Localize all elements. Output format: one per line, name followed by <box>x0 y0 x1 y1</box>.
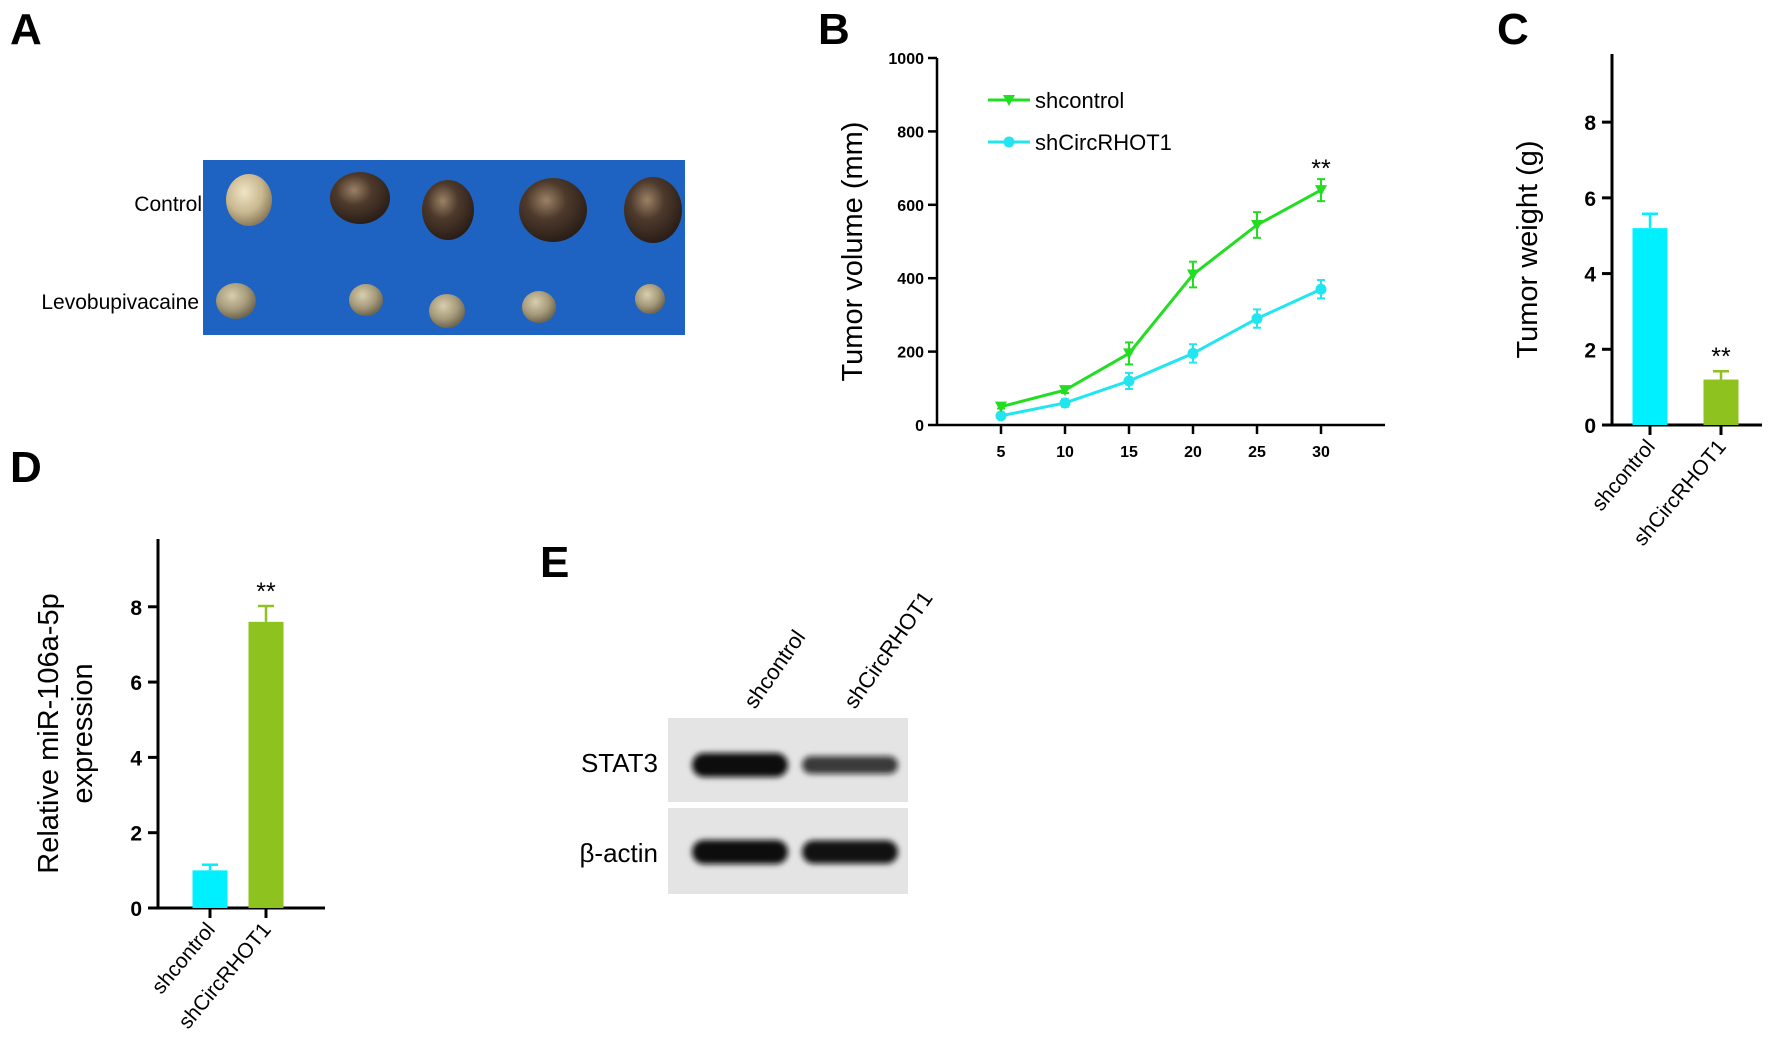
blot-column-shcontrol: shcontrol <box>739 625 811 712</box>
data-point <box>1059 385 1071 397</box>
y-tick-label: 400 <box>897 271 924 288</box>
y-axis-title: Relative miR-106a-5p <box>33 593 65 873</box>
legend-swatch-marker <box>1003 95 1015 106</box>
series-shcontrol <box>995 178 1327 413</box>
y-tick-label: 200 <box>897 345 924 362</box>
tumor-volume-line-chart: 0 200 400 600 800 1000 5 10 15 20 25 30 Tumor volume… <box>837 51 1385 461</box>
data-point <box>1251 219 1263 231</box>
x-tick-label: 20 <box>1184 444 1202 461</box>
bar-shcircrhot1 <box>1703 379 1739 425</box>
tumor-photo <box>216 172 682 328</box>
tumor-treated-1 <box>216 283 256 319</box>
data-point <box>995 401 1007 413</box>
y-tick-label: 0 <box>1584 415 1596 438</box>
panel-letter-b: B <box>818 5 850 54</box>
y-tick-label: 0 <box>915 418 924 435</box>
legend-entry-shcircrhot1: shCircRHOT1 <box>988 130 1172 155</box>
data-point <box>1123 348 1135 360</box>
series-line-shcontrol <box>1000 188 1322 409</box>
legend-label: shcontrol <box>1035 88 1124 113</box>
legend-swatch-marker <box>1003 136 1015 148</box>
y-tick-label: 8 <box>130 597 142 620</box>
legend-label: shCircRHOT1 <box>1035 130 1172 155</box>
panel-a: A Control Levobupivacaine <box>10 5 685 335</box>
bar-shcontrol <box>1632 228 1668 425</box>
x-tick-label: 5 <box>997 444 1006 461</box>
series-line-shcircrhot1 <box>1000 287 1322 418</box>
y-tick-label: 4 <box>1584 264 1596 287</box>
y-tick-label: 800 <box>897 124 924 141</box>
significance-marker: ** <box>1311 155 1331 183</box>
tumor-treated-3 <box>429 294 465 328</box>
blot-column-shcircrhot1: shCircRHOT1 <box>839 586 938 712</box>
y-tick-label: 0 <box>130 898 142 921</box>
panel-letter-d: D <box>10 443 42 492</box>
row-label-control: Control <box>134 193 202 216</box>
data-point <box>995 410 1007 422</box>
y-axis-title: Tumor weight (g) <box>1512 140 1544 358</box>
panel-letter-e: E <box>540 538 569 587</box>
tumor-treated-4 <box>522 291 556 323</box>
y-axis-title: Tumor volume (mm) <box>837 122 869 382</box>
y-tick-label: 6 <box>130 672 142 695</box>
legend-entry-shcontrol: shcontrol <box>988 88 1124 113</box>
y-tick-label: 1000 <box>888 51 924 68</box>
x-tick-label: 25 <box>1248 444 1266 461</box>
band-actin-shcontrol <box>692 840 788 864</box>
tumor-control-1 <box>226 174 272 226</box>
tumor-control-2 <box>330 172 390 224</box>
data-point <box>1123 375 1135 387</box>
y-tick-label: 2 <box>130 823 142 846</box>
x-tick-label: 15 <box>1120 444 1138 461</box>
data-point <box>1251 313 1263 325</box>
data-point <box>1187 269 1199 281</box>
x-tick-label: 30 <box>1312 444 1330 461</box>
tumor-treated-5 <box>635 284 665 314</box>
y-tick-label: 6 <box>1584 188 1596 211</box>
significance-marker: ** <box>1711 343 1731 371</box>
tumor-control-4 <box>519 178 587 242</box>
y-tick-label: 2 <box>1584 339 1596 362</box>
data-point <box>1059 397 1071 409</box>
x-tick-label: 10 <box>1056 444 1074 461</box>
western-blot-bands <box>692 753 898 864</box>
band-stat3-shcontrol <box>692 753 788 777</box>
tumor-control-5 <box>624 177 682 243</box>
row-label-levobupivacaine: Levobupivacaine <box>41 291 199 314</box>
panel-e: E shcontrol shCircRHOT1 STAT3 β-actin <box>540 538 938 894</box>
panel-letter-c: C <box>1497 5 1529 54</box>
blot-row-label-actin: β-actin <box>579 838 658 868</box>
bar-shcontrol <box>192 870 228 908</box>
series-shcircrhot1 <box>995 279 1327 422</box>
data-point <box>1187 347 1199 359</box>
tumor-treated-2 <box>349 284 383 316</box>
significance-marker: ** <box>256 578 276 606</box>
y-tick-label: 8 <box>1584 112 1596 135</box>
panel-letter-a: A <box>10 5 42 54</box>
band-stat3-shcircrhot1 <box>802 756 898 774</box>
y-tick-label: 4 <box>130 747 142 770</box>
blot-row-label-stat3: STAT3 <box>581 748 658 778</box>
tumor-control-3 <box>422 180 474 240</box>
data-point <box>1315 185 1327 197</box>
data-point <box>1315 283 1327 295</box>
bar-shcircrhot1 <box>248 621 284 908</box>
y-axis-title: expression <box>67 663 99 803</box>
band-actin-shcircrhot1 <box>802 840 898 864</box>
x-tick-label: shcontrol <box>1587 435 1659 515</box>
panel-b: B 0 200 400 600 800 1000 5 10 15 20 25 30 Tumor volu… <box>818 5 1385 461</box>
y-tick-label: 600 <box>897 198 924 215</box>
